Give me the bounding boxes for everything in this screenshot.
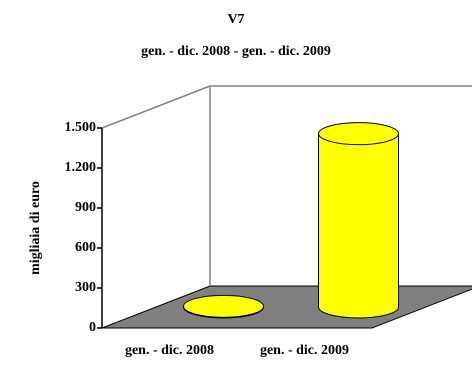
y-tick-label: 300 (75, 280, 96, 295)
y-tick-label: 1.200 (65, 160, 97, 175)
chart-subtitle: gen. - dic. 2008 - gen. - dic. 2009 (141, 44, 331, 59)
y-tick-label: 600 (75, 240, 96, 255)
y-tick-label: 0 (89, 320, 96, 335)
chart-title: V7 (227, 12, 244, 27)
y-axis-label: migliaia di euro (28, 181, 43, 275)
y-tick-label: 1.500 (65, 120, 97, 135)
bar (318, 133, 399, 307)
bar-top (183, 294, 264, 318)
side-wall-edge (101, 85, 211, 129)
y-tick-label: 900 (75, 200, 96, 215)
x-tick-label: gen. - dic. 2008 (124, 343, 215, 358)
bar-top (318, 122, 399, 146)
floor (101, 285, 472, 329)
x-tick-label: gen. - dic. 2009 (259, 343, 350, 358)
